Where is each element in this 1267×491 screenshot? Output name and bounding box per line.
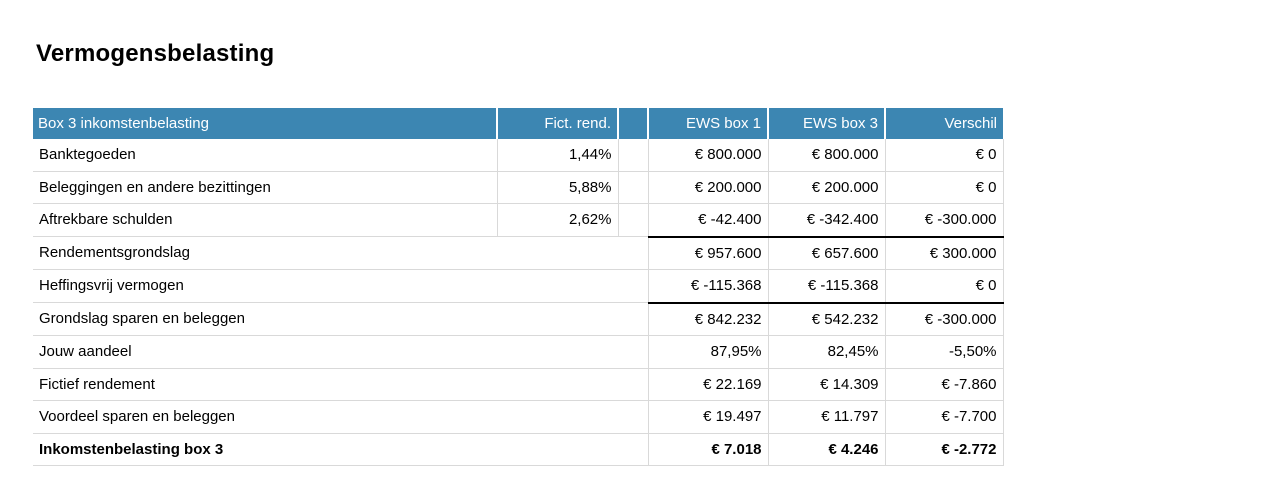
cell-ews-box1[interactable]: € -42.400 [647,203,768,238]
cell-ews-box3[interactable]: € 657.600 [767,236,885,270]
table-row-grondslag-sparen-beleggen: Grondslag sparen en beleggen € 842.232 €… [33,302,1004,336]
cell-label[interactable]: Banktegoeden [33,139,497,172]
table-row-voordeel-sparen-beleggen: Voordeel sparen en beleggen € 19.497 € 1… [33,400,1004,434]
cell-spacer[interactable] [617,139,648,172]
cell-ews-box1[interactable]: € 800.000 [647,139,768,172]
cell-verschil[interactable]: € 0 [884,171,1004,204]
table-row-rendementsgrondslag: Rendementsgrondslag € 957.600 € 657.600 … [33,236,1004,270]
cell-ews-box3[interactable]: € 800.000 [767,139,885,172]
cell-label[interactable]: Heffingsvrij vermogen [33,269,648,303]
table-row-aftrekbare-schulden: Aftrekbare schulden 2,62% € -42.400 € -3… [33,203,1004,238]
cell-ews-box1[interactable]: € 200.000 [647,171,768,204]
column-header-verschil[interactable]: Verschil [884,108,1003,139]
cell-ews-box1[interactable]: € 842.232 [647,302,768,336]
cell-label[interactable]: Voordeel sparen en beleggen [33,400,648,434]
cell-ews-box3[interactable]: € -342.400 [767,203,885,238]
cell-verschil[interactable]: € -7.700 [884,400,1004,434]
cell-label[interactable]: Beleggingen en andere bezittingen [33,171,497,204]
cell-label[interactable]: Fictief rendement [33,368,648,401]
column-header-spacer[interactable] [617,108,648,139]
column-header-ews-box-1[interactable]: EWS box 1 [647,108,768,139]
cell-ews-box3[interactable]: € 4.246 [767,433,885,466]
cell-label[interactable]: Rendementsgrondslag [33,236,648,270]
cell-verschil[interactable]: € 0 [884,139,1004,172]
cell-ews-box1[interactable]: 87,95% [647,335,768,369]
cell-verschil[interactable]: € 300.000 [884,236,1004,270]
cell-verschil[interactable]: € -2.772 [884,433,1004,466]
cell-ews-box3[interactable]: € -115.368 [767,269,885,304]
cell-ews-box3[interactable]: € 14.309 [767,368,885,401]
cell-ews-box3[interactable]: € 11.797 [767,400,885,434]
cell-ews-box3[interactable]: 82,45% [767,335,885,369]
cell-label[interactable]: Jouw aandeel [33,335,648,369]
table-row-inkomstenbelasting-box3-total: Inkomstenbelasting box 3 € 7.018 € 4.246… [33,433,1004,466]
table-row-heffingsvrij-vermogen: Heffingsvrij vermogen € -115.368 € -115.… [33,269,1004,304]
table-row-banktegoeden: Banktegoeden 1,44% € 800.000 € 800.000 €… [33,139,1004,172]
cell-spacer[interactable] [617,203,648,237]
cell-fict-rend[interactable]: 5,88% [496,171,618,204]
column-header-box3-inkomstenbelasting[interactable]: Box 3 inkomstenbelasting [33,108,497,139]
column-header-ews-box-3[interactable]: EWS box 3 [767,108,885,139]
cell-ews-box3[interactable]: € 200.000 [767,171,885,204]
cell-verschil[interactable]: € -300.000 [884,302,1004,336]
table-header-row: Box 3 inkomstenbelasting Fict. rend. EWS… [33,108,1003,139]
cell-verschil[interactable]: € 0 [884,269,1004,304]
cell-spacer[interactable] [617,171,648,204]
cell-fict-rend[interactable]: 2,62% [496,203,618,237]
cell-ews-box1[interactable]: € 22.169 [647,368,768,401]
cell-verschil[interactable]: € -300.000 [884,203,1004,238]
cell-ews-box3[interactable]: € 542.232 [767,302,885,336]
cell-fict-rend[interactable]: 1,44% [496,139,618,172]
cell-verschil[interactable]: € -7.860 [884,368,1004,401]
cell-label[interactable]: Grondslag sparen en beleggen [33,302,648,336]
table-row-fictief-rendement: Fictief rendement € 22.169 € 14.309 € -7… [33,368,1004,401]
cell-ews-box1[interactable]: € 7.018 [647,433,768,466]
cell-label[interactable]: Aftrekbare schulden [33,203,497,237]
column-header-fict-rend[interactable]: Fict. rend. [496,108,618,139]
table-row-jouw-aandeel: Jouw aandeel 87,95% 82,45% -5,50% [33,335,1004,369]
cell-ews-box1[interactable]: € 957.600 [647,236,768,270]
cell-label[interactable]: Inkomstenbelasting box 3 [33,433,648,466]
cell-ews-box1[interactable]: € 19.497 [647,400,768,434]
cell-ews-box1[interactable]: € -115.368 [647,269,768,304]
table-row-beleggingen: Beleggingen en andere bezittingen 5,88% … [33,171,1004,204]
box3-income-tax-table: Box 3 inkomstenbelasting Fict. rend. EWS… [33,108,1004,466]
cell-verschil[interactable]: -5,50% [884,335,1004,369]
page-title: Vermogensbelasting [36,40,275,67]
